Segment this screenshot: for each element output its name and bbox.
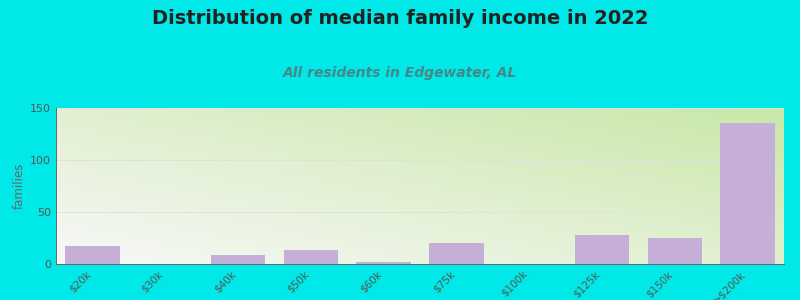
Bar (356, 262, 411, 264)
Y-axis label: families: families (13, 163, 26, 209)
Bar (210, 255, 266, 264)
Bar (574, 235, 630, 264)
Text: All residents in Edgewater, AL: All residents in Edgewater, AL (283, 66, 517, 80)
Text: Distribution of median family income in 2022: Distribution of median family income in … (152, 9, 648, 28)
Bar (720, 123, 775, 264)
Bar (429, 243, 484, 264)
Bar (647, 238, 702, 264)
Bar (65, 246, 120, 264)
Bar (283, 250, 338, 264)
